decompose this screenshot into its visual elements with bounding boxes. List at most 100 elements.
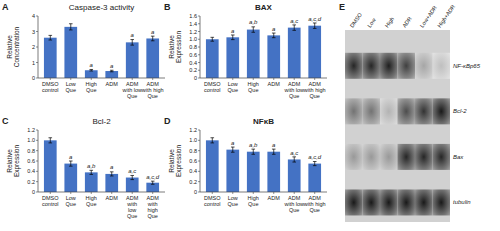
blot-band [380,144,398,170]
blot-band [415,144,433,170]
y-tick [198,161,200,162]
annotation: a,b [249,142,258,148]
y-tick-label: 2 [32,44,35,50]
x-tick-label: LowQue [228,195,238,207]
x-tick-label: DMSOcontrol [204,195,221,207]
x-tick-label-line: ADM [268,81,281,87]
error-bar [151,36,155,41]
x-axis-line [200,192,327,193]
blot-band [415,189,433,215]
annotation: a [69,154,73,160]
x-tick-label-line: Que [228,87,238,93]
y-tick-label: 4 [32,13,35,19]
blot-band [433,53,451,79]
y-tick-label: 0.8 [189,148,197,154]
error-cap [272,149,276,150]
error-cap [130,39,134,40]
y-tick [198,150,200,151]
error-bar [251,27,255,32]
blot-band [345,189,363,215]
x-tick-label: ADMwithhighQue [147,195,160,219]
error-bar [313,162,317,166]
error-cap [69,29,73,30]
x-tick-label-line: ADM [268,195,281,201]
bar [206,39,219,78]
bar [64,164,77,192]
error-cap [313,22,317,23]
error-stem [91,170,92,174]
y-axis-label-line: Relative [168,35,175,59]
y-tick [198,16,200,17]
y-tick [198,78,200,79]
error-cap [69,23,73,24]
error-cap [48,137,52,138]
annotation: a,c [128,168,136,174]
lane-label: ADR [401,16,413,29]
lane-label: High [384,16,395,29]
y-axis-label-line: Relative [6,149,13,173]
annotation: a [272,142,276,148]
blot-band [363,53,381,79]
error-bar [210,138,214,143]
y-tick-label: 0.8 [189,44,197,50]
band-label: NF-κBp65 [453,63,481,69]
bar [126,42,139,78]
y-tick [198,70,200,71]
y-tick [198,31,200,32]
bar-panel: aa,baa,ca,c,d00.20.40.60.81.01.21.41.6DM… [164,2,327,99]
bar [226,37,239,78]
bar [126,178,139,192]
error-stem [212,37,213,41]
blot-band [415,53,433,79]
y-tick [36,62,38,63]
error-stem [232,35,233,40]
error-cap [210,142,214,143]
blot-band [415,98,433,124]
y-axis-label-line: Relative [168,149,175,173]
error-cap [210,41,214,42]
annotation: a [90,62,94,68]
error-cap [110,71,114,72]
error-cap [292,162,296,163]
y-axis-label: RelativeExpression [6,145,21,178]
error-cap [48,142,52,143]
x-tick-label-line: ADM [106,81,119,87]
bar [146,183,159,192]
blot-band [398,189,416,215]
y-tick-label: 3 [32,29,35,35]
error-bar [48,138,52,143]
y-tick [198,192,200,193]
band-label: tubulin [453,199,471,205]
y-tick-label: 0.6 [27,158,35,164]
error-cap [69,161,73,162]
plot-area [206,138,321,192]
title: BAX [255,3,273,12]
x-axis-line [200,78,327,79]
lane-label: High+ADR [436,4,456,29]
error-bar [231,35,235,40]
error-cap [251,32,255,33]
error-cap [130,175,134,176]
error-cap [272,33,276,34]
y-tick-label: 1 [32,60,35,66]
annotation: a [110,164,114,170]
error-stem [50,35,51,40]
x-tick-label-line: Que [127,213,137,219]
error-bar [292,157,296,162]
y-axis-label-line: Expression [13,145,21,178]
x-tick-label-line: Que [228,201,238,207]
x-tick-label: ADM [106,195,119,201]
x-tick-label: ADM [268,195,281,201]
y-tick-label: 0.2 [189,67,197,73]
y-tick [198,54,200,55]
y-tick-label: 0.6 [189,52,197,58]
error-bar [272,149,276,154]
y-tick [36,192,38,193]
x-tick-label: ADMwith lowQue [283,195,304,213]
error-cap [272,37,276,38]
error-cap [130,179,134,180]
y-tick [36,140,38,141]
blot-band [363,144,381,170]
error-bar [313,23,317,28]
x-tick-label-line: Que [310,93,320,99]
